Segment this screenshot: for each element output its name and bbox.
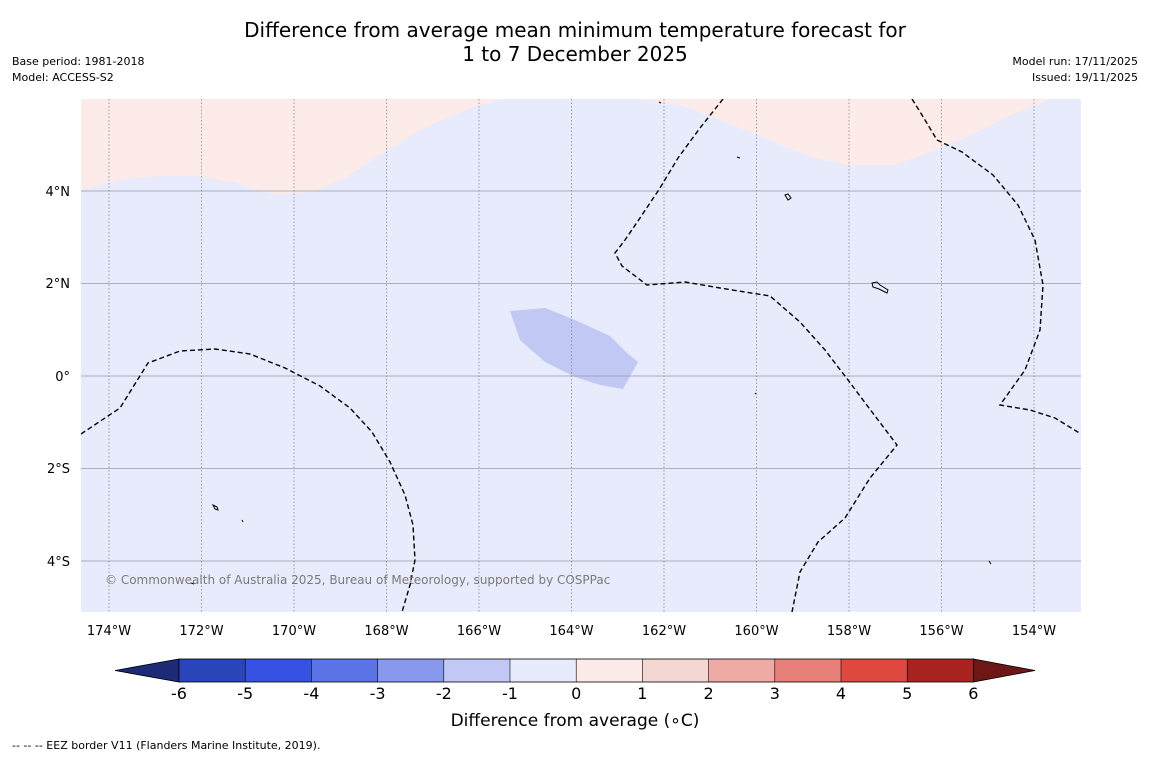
map-panel	[81, 99, 1081, 612]
island-8	[988, 560, 992, 565]
colorbar-tick-m5: -5	[237, 684, 253, 703]
issued-date: Issued: 19/11/2025	[1031, 71, 1138, 84]
lon-label-158w: 158°W	[827, 624, 871, 639]
island-5	[871, 281, 889, 294]
warm-anomaly-region-west	[81, 99, 503, 195]
lon-label-162w: 162°W	[642, 624, 686, 639]
lat-label-2n: 2°N	[46, 277, 71, 292]
meta-right: Model run: 17/11/2025 Issued: 19/11/2025	[1012, 54, 1138, 86]
latitude-labels: 4°N 2°N 0° 2°S 4°S	[46, 185, 71, 570]
model-run: Model run: 17/11/2025	[1012, 55, 1138, 68]
colorbar-tick-1: 1	[637, 684, 647, 703]
island-3	[190, 582, 195, 585]
title-line-2: 1 to 7 December 2025	[462, 42, 688, 66]
lon-label-164w: 164°W	[549, 624, 593, 639]
island-6	[736, 156, 741, 159]
colorbar-segment-1-2	[642, 659, 709, 682]
lon-label-154w: 154°W	[1012, 624, 1056, 639]
longitude-labels: 174°W 172°W 170°W 168°W 166°W 164°W 162°…	[87, 624, 1056, 639]
colorbar-segment-0-1	[576, 659, 643, 682]
lon-label-174w: 174°W	[87, 624, 131, 639]
lat-label-0: 0°	[55, 370, 70, 385]
meridians	[108, 99, 1035, 612]
eez-border-east	[911, 99, 1081, 435]
warm-anomaly-region-east	[640, 99, 1050, 165]
lat-label-4n: 4°N	[46, 185, 71, 200]
base-period: Base period: 1981-2018	[12, 55, 145, 68]
colorbar-tick-m2: -2	[436, 684, 452, 703]
colorbar-tick-6: 6	[968, 684, 978, 703]
colorbar-segment-m4-m3	[311, 659, 378, 682]
colorbar-segment-5-6	[907, 659, 974, 682]
colorbar-segment-m3-m2	[377, 659, 444, 682]
lon-label-168w: 168°W	[364, 624, 408, 639]
colorbar-segment-m2-m1	[443, 659, 510, 682]
colorbar-segment-2-3	[708, 659, 775, 682]
lat-label-4s: 4°S	[47, 555, 70, 570]
cool-anomaly-patch	[510, 308, 638, 389]
island-4	[784, 193, 792, 201]
colorbar-tick-m4: -4	[303, 684, 319, 703]
island-1	[211, 503, 219, 511]
colorbar-segment-4-5	[841, 659, 908, 682]
gridlines	[81, 190, 1081, 562]
eez-border-west	[81, 348, 416, 612]
colorbar-extend-high	[973, 658, 1036, 683]
islands	[190, 101, 992, 585]
colorbar-tick-m3: -3	[370, 684, 386, 703]
lon-label-166w: 166°W	[457, 624, 501, 639]
island-7	[658, 101, 662, 104]
title-line-1: Difference from average mean minimum tem…	[244, 18, 906, 42]
model-name: Model: ACCESS-S2	[12, 71, 114, 84]
colorbar-segment-m1-0	[510, 659, 577, 682]
colorbar-dividers	[244, 659, 908, 682]
colorbar-ticks: -6 -5 -4 -3 -2 -1 0 1 2 3 4 5 6	[171, 684, 978, 703]
eez-borders	[81, 99, 1081, 612]
colorbar-tick-3: 3	[770, 684, 780, 703]
colorbar-tick-4: 4	[836, 684, 846, 703]
island-9	[754, 392, 757, 395]
lon-label-172w: 172°W	[179, 624, 223, 639]
eez-legend-note: -- -- -- EEZ border V11 (Flanders Marine…	[12, 739, 321, 752]
colorbar-tick-2: 2	[704, 684, 714, 703]
colorbar-segment-3-4	[774, 659, 841, 682]
colorbar-tick-m1: -1	[502, 684, 518, 703]
map-title: Difference from average mean minimum tem…	[0, 18, 1150, 66]
colorbar-tick-0: 0	[571, 684, 581, 703]
colorbar-tick-m6: -6	[171, 684, 187, 703]
lon-label-170w: 170°W	[272, 624, 316, 639]
lat-label-2s: 2°S	[47, 462, 70, 477]
colorbar-extend-low	[114, 658, 180, 683]
colorbar-label: Difference from average (∘C)	[450, 711, 700, 731]
colorbar-tick-5: 5	[902, 684, 912, 703]
lon-label-160w: 160°W	[734, 624, 778, 639]
colorbar: -6 -5 -4 -3 -2 -1 0 1 2 3 4 5 6	[114, 658, 1036, 703]
island-2	[241, 519, 244, 523]
colorbar-segment-m5-m4	[245, 659, 312, 682]
meta-left: Base period: 1981-2018 Model: ACCESS-S2	[12, 54, 144, 86]
colorbar-segment-m6-m5	[179, 659, 246, 682]
lon-label-156w: 156°W	[919, 624, 963, 639]
copyright-notice: © Commonwealth of Australia 2025, Bureau…	[105, 573, 610, 587]
